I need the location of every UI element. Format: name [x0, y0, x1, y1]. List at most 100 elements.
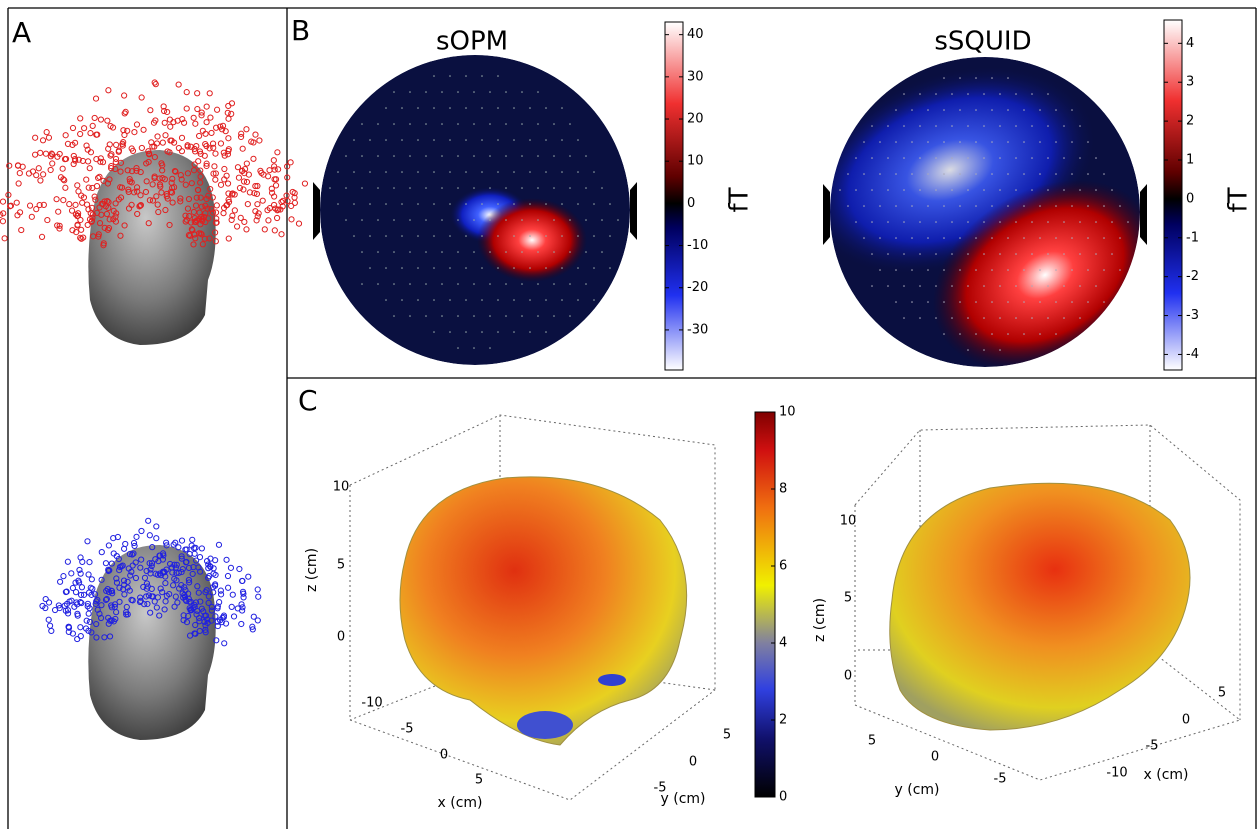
electrode [919, 189, 921, 191]
sensor [243, 226, 250, 233]
electrode [513, 299, 515, 301]
sensor [64, 610, 72, 617]
map-title: sOPM [436, 27, 508, 57]
electrode [959, 237, 961, 239]
sensor [219, 122, 227, 129]
sensor [214, 605, 221, 612]
electrode [855, 221, 857, 223]
sensor [195, 564, 202, 571]
electrode [433, 171, 435, 173]
sensor [146, 532, 153, 539]
sensor [78, 599, 85, 607]
sensor [221, 152, 228, 159]
sensor [106, 633, 114, 640]
z-tick-label: 10 [333, 480, 350, 495]
x-tick-label: -5 [1146, 739, 1159, 754]
sensor [202, 612, 210, 619]
electrode [417, 267, 419, 269]
sensor [212, 176, 219, 183]
sensor [26, 202, 34, 209]
sensor [202, 589, 209, 596]
electrode [441, 251, 443, 253]
sensor [199, 241, 206, 248]
electrode [903, 317, 905, 319]
sensor [156, 552, 164, 559]
electrode [959, 173, 961, 175]
electrode [441, 155, 443, 157]
sensor [252, 182, 259, 190]
sensor [110, 534, 117, 542]
sensor [105, 199, 112, 206]
electrode [895, 141, 897, 143]
sensor [95, 174, 102, 182]
sensor [177, 172, 184, 179]
electrode [943, 77, 945, 79]
electrode [1015, 253, 1017, 255]
electrode [895, 173, 897, 175]
sensor [62, 184, 69, 191]
electrode [449, 171, 451, 173]
sensor [116, 598, 123, 605]
sensor [185, 195, 193, 203]
electrode [943, 109, 945, 111]
electrode [1015, 157, 1017, 159]
electrode [377, 219, 379, 221]
electrode [887, 157, 889, 159]
sensor [18, 226, 25, 234]
electrode [967, 157, 969, 159]
electrode [377, 123, 379, 125]
electrode [425, 123, 427, 125]
sensor [48, 150, 55, 157]
electrode [943, 173, 945, 175]
sensor [13, 199, 20, 206]
sensor [196, 627, 203, 635]
sensor [133, 121, 141, 128]
sensor [84, 538, 91, 545]
sensor [189, 536, 196, 543]
sensor [101, 634, 108, 641]
sensor [211, 229, 219, 236]
frame [7, 7, 1257, 829]
electrode [1119, 269, 1121, 271]
electrode [951, 317, 953, 319]
electrode [441, 187, 443, 189]
electrode [919, 221, 921, 223]
electrode [593, 203, 595, 205]
sensor [113, 575, 120, 582]
electrode [959, 77, 961, 79]
electrode [927, 269, 929, 271]
sensor [208, 603, 215, 611]
electrode [361, 251, 363, 253]
sensor [203, 142, 210, 150]
sensor [249, 623, 256, 630]
sensor [273, 214, 281, 222]
sensor [171, 561, 178, 568]
electrode [561, 107, 563, 109]
sensor [129, 562, 136, 569]
sensor [238, 130, 245, 137]
electrode [457, 347, 459, 349]
sensor [78, 192, 85, 199]
sensor [106, 141, 113, 148]
electrode [361, 155, 363, 157]
sensor [278, 198, 285, 206]
sensor [198, 203, 205, 210]
sensor [202, 210, 209, 217]
electrode [895, 301, 897, 303]
electrode [345, 155, 347, 157]
sensor [190, 545, 198, 552]
sensor [64, 140, 72, 147]
sensor [163, 566, 170, 573]
sensor [137, 594, 144, 601]
electrode [441, 283, 443, 285]
electrode [1007, 237, 1009, 239]
sensor [207, 114, 214, 121]
electrode [1023, 205, 1025, 207]
sensor [192, 630, 199, 637]
electrode [521, 283, 523, 285]
sensor [159, 139, 166, 146]
electrode [417, 139, 419, 141]
electrode [553, 251, 555, 253]
sensor [98, 602, 105, 609]
sensor [258, 169, 265, 176]
